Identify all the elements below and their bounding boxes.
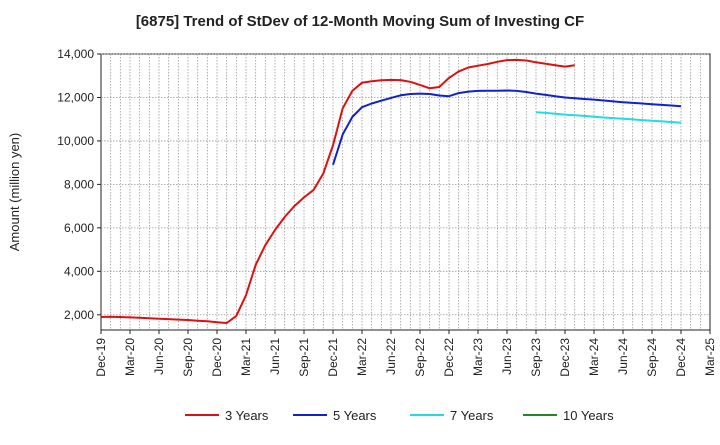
x-tick-label: Dec-19 [94, 338, 108, 377]
chart-title: [6875] Trend of StDev of 12-Month Moving… [136, 13, 584, 30]
x-tick-label: Mar-22 [355, 338, 369, 376]
x-tick-label: Dec-22 [442, 338, 456, 377]
x-tick-label: Dec-24 [674, 338, 688, 377]
series-line-7-years [535, 111, 682, 124]
x-tick-label: Sep-21 [297, 338, 311, 377]
y-tick-label: 2,000 [64, 308, 94, 322]
legend: 3 Years 5 Years 7 Years 10 Years [185, 408, 614, 423]
x-tick-label: Mar-23 [471, 338, 485, 376]
x-tick-label: Mar-24 [587, 338, 601, 376]
x-tick-label: Jun-23 [500, 338, 514, 375]
y-tick-label: 12,000 [57, 90, 94, 104]
x-tick-label: Dec-21 [326, 338, 340, 377]
y-tick-label: 8,000 [64, 177, 94, 191]
legend-label: 5 Years [333, 408, 377, 423]
y-tick-label: 10,000 [57, 134, 94, 148]
y-tick-label: 4,000 [64, 264, 94, 278]
x-tick-label: Sep-23 [529, 338, 543, 377]
series-line-5-years [332, 89, 682, 166]
legend-label: 3 Years [225, 408, 269, 423]
series-line-3-years [100, 58, 575, 324]
x-tick-label: Sep-22 [413, 338, 427, 377]
x-tick-label: Jun-22 [384, 338, 398, 375]
y-tick-label: 6,000 [64, 221, 94, 235]
x-tick-label: Mar-25 [703, 338, 717, 376]
legend-label: 7 Years [450, 408, 494, 423]
x-tick-label: Mar-20 [123, 338, 137, 376]
y-axis-ticks: 2,000 4,000 6,000 8,000 10,000 12,000 14,000 [57, 47, 101, 322]
x-tick-label: Dec-23 [558, 338, 572, 377]
x-axis-ticks: Dec-19 Mar-20 Jun-20 Sep-20 Dec-20 Mar-21 Jun-… [94, 330, 717, 377]
x-tick-label: Sep-24 [645, 338, 659, 377]
x-tick-label: Jun-21 [268, 338, 282, 375]
y-axis-title: Amount (million yen) [7, 133, 22, 252]
x-tick-label: Jun-24 [616, 338, 630, 375]
x-tick-label: Jun-20 [152, 338, 166, 375]
y-tick-label: 14,000 [57, 47, 94, 61]
x-tick-label: Sep-20 [181, 338, 195, 377]
legend-label: 10 Years [563, 408, 614, 423]
x-tick-label: Dec-20 [210, 338, 224, 377]
series-layer [100, 58, 682, 324]
x-tick-label: Mar-21 [239, 338, 253, 376]
